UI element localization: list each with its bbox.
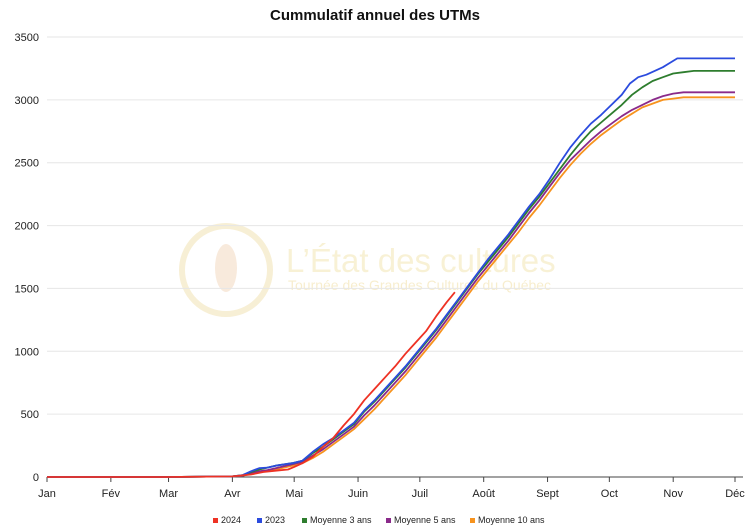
legend-swatch-2024 [213, 518, 218, 523]
watermark-corn-icon [215, 244, 237, 292]
x-tick-label-5: Juin [348, 488, 368, 500]
x-tick-label-10: Nov [663, 488, 683, 500]
y-axis-ticks: 0 500 1000 1500 2000 2500 3000 3500 [15, 32, 39, 484]
y-tick-label-500: 500 [21, 409, 39, 421]
chart-title: Cummulatif annuel des UTMs [270, 7, 480, 24]
legend-item-2024[interactable]: 2024 [213, 515, 241, 525]
watermark-title: L’État des cultures [286, 242, 556, 279]
y-tick-label-2000: 2000 [15, 221, 39, 233]
legend-item-moyenne-5-ans[interactable]: Moyenne 5 ans [386, 515, 456, 525]
series-line-moyenne-10-ans [47, 96, 735, 478]
watermark-subtitle: Tournée des Grandes Cultures du Québec [288, 277, 551, 293]
legend-item-moyenne-3-ans[interactable]: Moyenne 3 ans [302, 515, 372, 525]
legend-item-2023[interactable]: 2023 [257, 515, 285, 525]
x-tick-label-0: Jan [38, 488, 56, 500]
x-tick-label-6: Juil [412, 488, 429, 500]
legend-swatch-moyenne-3-ans [302, 518, 307, 523]
x-tick-label-11: Déc [725, 488, 745, 500]
legend: 2024 2023 Moyenne 3 ans Moyenne 5 ans Mo… [213, 515, 545, 525]
x-tick-label-9: Oct [601, 488, 618, 500]
series-line-moyenne-5-ans [47, 91, 735, 478]
x-tick-label-4: Mai [285, 488, 303, 500]
y-tick-label-3000: 3000 [15, 95, 39, 107]
series-line-2024 [47, 291, 456, 478]
legend-label-2024: 2024 [221, 515, 241, 525]
series-lines [47, 57, 735, 478]
x-tick-label-2: Mar [159, 488, 178, 500]
legend-label-2023: 2023 [265, 515, 285, 525]
y-tick-label-0: 0 [33, 472, 39, 484]
x-tick-label-1: Fév [102, 488, 121, 500]
watermark: L’État des cultures Tournée des Grandes … [179, 223, 556, 317]
gridlines [47, 36, 743, 478]
x-tick-label-7: Août [472, 488, 495, 500]
legend-item-moyenne-10-ans[interactable]: Moyenne 10 ans [470, 515, 545, 525]
legend-swatch-2023 [257, 518, 262, 523]
y-tick-label-1000: 1000 [15, 346, 39, 358]
legend-label-moyenne-10-ans: Moyenne 10 ans [478, 515, 545, 525]
legend-label-moyenne-3-ans: Moyenne 3 ans [310, 515, 372, 525]
legend-label-moyenne-5-ans: Moyenne 5 ans [394, 515, 456, 525]
y-tick-label-3500: 3500 [15, 32, 39, 44]
x-axis-ticks: Jan Fév Mar Avr Mai Juin Juil Août Sept Oct Nov Déc [38, 477, 745, 500]
y-tick-label-2500: 2500 [15, 158, 39, 170]
x-tick-label-8: Sept [536, 488, 559, 500]
legend-swatch-moyenne-10-ans [470, 518, 475, 523]
series-line-2023 [47, 57, 735, 478]
y-tick-label-1500: 1500 [15, 283, 39, 295]
legend-swatch-moyenne-5-ans [386, 518, 391, 523]
x-tick-label-3: Avr [224, 488, 241, 500]
